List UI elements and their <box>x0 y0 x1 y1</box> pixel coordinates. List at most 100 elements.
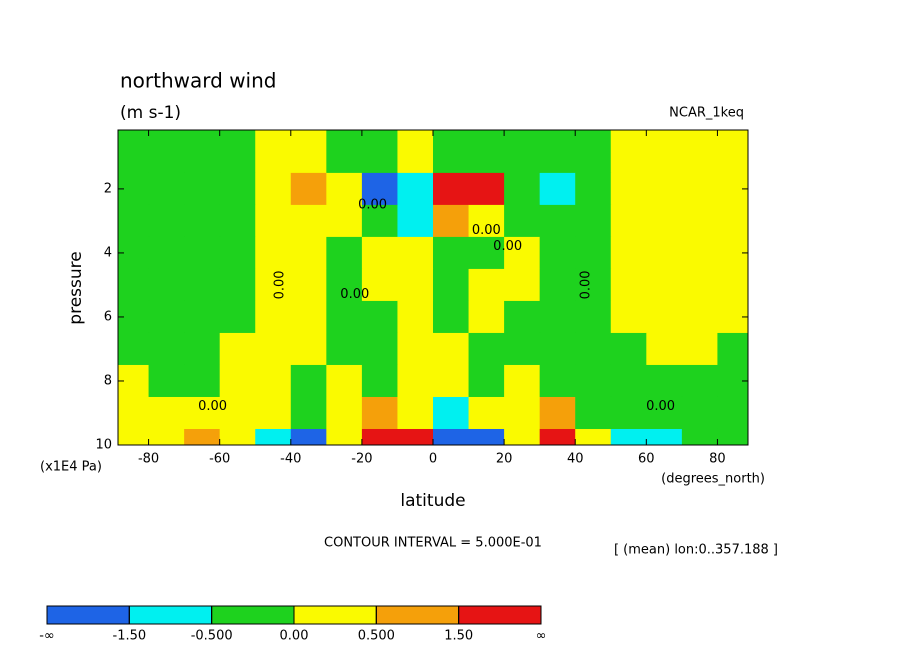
contour-cell <box>219 364 256 398</box>
contour-cell <box>681 130 718 174</box>
contour-cell <box>361 428 398 446</box>
contour-cell <box>184 204 221 238</box>
colorbar-label: ∞ <box>536 629 547 644</box>
contour-cell <box>681 396 718 430</box>
contour-cell <box>219 204 256 238</box>
y-tick-label: 2 <box>104 181 112 196</box>
contour-cell <box>468 130 505 174</box>
contour-cell <box>681 428 718 446</box>
contour-cell <box>148 268 185 302</box>
contour-cell <box>646 396 683 430</box>
x-tick-label: 60 <box>638 452 655 467</box>
y-axis-title: pressure <box>66 251 86 324</box>
contour-cell <box>255 236 292 270</box>
colorbar-box <box>211 605 295 625</box>
contour-cell <box>468 428 505 446</box>
contour-cell <box>539 130 576 174</box>
contour-cell <box>504 236 541 270</box>
contour-cell <box>148 364 185 398</box>
contour-cell <box>118 268 150 302</box>
contour-cell <box>717 268 749 302</box>
contour-cell <box>539 332 576 366</box>
contour-label: 0.00 <box>198 399 227 414</box>
colorbar-box <box>458 605 542 625</box>
contour-cell <box>361 204 398 238</box>
contour-cell <box>397 236 434 270</box>
contour-cell <box>326 172 363 206</box>
contour-cell <box>219 396 256 430</box>
contour-label: 0.00 <box>340 287 369 302</box>
contour-cell <box>610 332 647 366</box>
colorbar-label: 0.00 <box>280 629 309 644</box>
contour-cell <box>433 172 470 206</box>
contour-cell <box>326 332 363 366</box>
contour-cell <box>219 268 256 302</box>
contour-cell <box>610 396 647 430</box>
contour-cell <box>148 130 185 174</box>
contour-cell <box>681 332 718 366</box>
contour-cell <box>681 172 718 206</box>
contour-cell <box>575 236 612 270</box>
contour-cell <box>575 300 612 334</box>
contour-cell <box>504 130 541 174</box>
contour-cell <box>148 236 185 270</box>
contour-cell <box>610 268 647 302</box>
contour-cell <box>397 130 434 174</box>
contour-cell <box>539 204 576 238</box>
contour-cell <box>646 130 683 174</box>
x-unit: (degrees_north) <box>661 472 765 487</box>
y-tick-label: 10 <box>95 438 112 453</box>
contour-cell <box>326 236 363 270</box>
contour-cell <box>433 204 470 238</box>
contour-cell <box>290 332 327 366</box>
contour-cell <box>504 172 541 206</box>
note: [ (mean) lon:0..357.188 ] <box>614 543 778 558</box>
contour-cell <box>539 364 576 398</box>
contour-cell <box>290 130 327 174</box>
contour-cell <box>148 396 185 430</box>
contour-cell <box>539 236 576 270</box>
contour-cell <box>184 428 221 446</box>
contour-cell <box>361 300 398 334</box>
contour-cell <box>118 332 150 366</box>
contour-cell <box>610 428 647 446</box>
contour-cell <box>575 268 612 302</box>
contour-cell <box>610 364 647 398</box>
contour-cell <box>361 396 398 430</box>
contour-cell <box>646 268 683 302</box>
contour-cell <box>219 236 256 270</box>
footnote: CONTOUR INTERVAL = 5.000E-01 <box>324 536 542 551</box>
contour-cell <box>397 172 434 206</box>
contour-cell <box>646 300 683 334</box>
contour-cell <box>504 300 541 334</box>
contour-cell <box>433 396 470 430</box>
contour-cell <box>118 396 150 430</box>
contour-cell <box>610 300 647 334</box>
x-tick-label: 20 <box>496 452 513 467</box>
contour-cell <box>184 396 221 430</box>
contour-cell <box>575 428 612 446</box>
x-axis-title: latitude <box>400 491 465 511</box>
contour-cell <box>575 172 612 206</box>
contour-cell <box>717 332 749 366</box>
chart-title: northward wind <box>120 69 276 93</box>
contour-cell <box>255 300 292 334</box>
source: NCAR_1keq <box>669 106 744 121</box>
contour-cell <box>326 268 363 302</box>
contour-cell <box>539 396 576 430</box>
contour-label: 0.00 <box>493 239 522 254</box>
contour-cell <box>433 130 470 174</box>
contour-cell <box>255 204 292 238</box>
contour-cell <box>504 268 541 302</box>
contour-cell <box>255 332 292 366</box>
contour-cell <box>717 428 749 446</box>
contour-label: 0.00 <box>472 223 501 238</box>
x-tick-label: -60 <box>209 452 230 467</box>
contour-cell <box>610 204 647 238</box>
contour-cell <box>219 300 256 334</box>
contour-cell <box>397 396 434 430</box>
contour-cell <box>397 268 434 302</box>
contour-cell <box>539 300 576 334</box>
contour-cell <box>184 236 221 270</box>
contour-cell <box>468 364 505 398</box>
